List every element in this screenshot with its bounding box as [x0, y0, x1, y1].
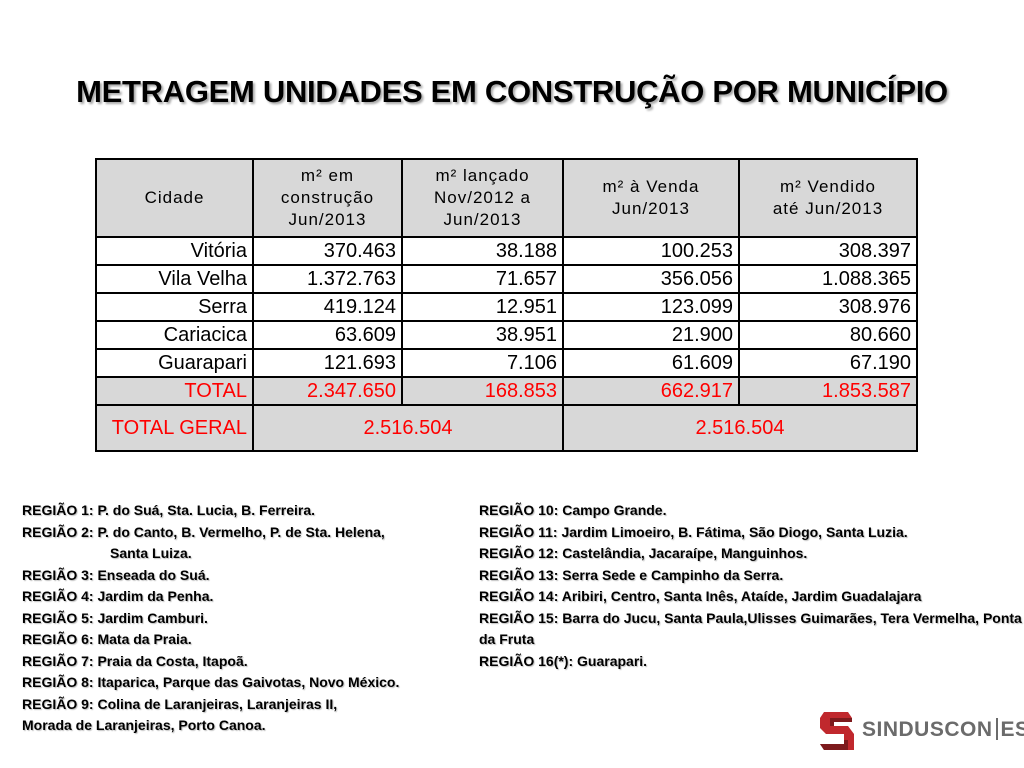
sinduscon-logo: SINDUSCON ES — [818, 708, 1024, 756]
city-cell: Vitória — [95, 236, 254, 266]
regions-left-list: REGIÃO 1: P. do Suá, Sta. Lucia, B. Ferr… — [22, 500, 502, 737]
header-under-construction: m² em construção Jun/2013 — [252, 158, 403, 238]
region-item: REGIÃO 7: Praia da Costa, Itapoã. — [22, 652, 248, 669]
header-city: Cidade — [95, 158, 254, 238]
header-for-sale: m² à Venda Jun/2013 — [562, 158, 740, 238]
value-cell: 308.976 — [738, 292, 918, 322]
value-cell: 121.693 — [252, 348, 403, 378]
value-cell: 38.188 — [401, 236, 564, 266]
region-item: REGIÃO 10: Campo Grande. — [479, 502, 667, 518]
region-item: REGIÃO 2: P. do Canto, B. Vermelho, P. d… — [22, 523, 385, 540]
region-item: REGIÃO 13: Serra Sede e Campinho da Serr… — [479, 566, 784, 583]
region-item: REGIÃO 15: Barra do Jucu, Santa Paula,Ul… — [479, 609, 1022, 648]
value-cell: 370.463 — [252, 236, 403, 266]
table-row: Cariacica 63.609 38.951 21.900 80.660 — [95, 320, 918, 350]
total-row: TOTAL 2.347.650 168.853 662.917 1.853.58… — [95, 376, 918, 406]
header-launched: m² lançado Nov/2012 a Jun/2013 — [401, 158, 564, 238]
logo-text: SINDUSCON ES — [862, 718, 1024, 741]
value-cell: 80.660 — [738, 320, 918, 350]
table-header-row: Cidade m² em construção Jun/2013 m² lanç… — [95, 158, 918, 238]
table-row: Vitória 370.463 38.188 100.253 308.397 — [95, 236, 918, 266]
region-item: REGIÃO 8: Itaparica, Parque das Gaivotas… — [22, 674, 400, 690]
total-label: TOTAL — [95, 376, 254, 406]
page-title: METRAGEM UNIDADES EM CONSTRUÇÃO POR MUNI… — [76, 74, 948, 109]
region-item: REGIÃO 3: Enseada do Suá. — [22, 566, 210, 583]
value-cell: 100.253 — [562, 236, 740, 266]
region-item-continuation: Santa Luiza. — [110, 545, 192, 561]
region-item: REGIÃO 6: Mata da Praia. — [22, 631, 192, 647]
region-item: REGIÃO 9: Colina de Laranjeiras, Laranje… — [22, 695, 338, 712]
value-cell: 419.124 — [252, 292, 403, 322]
region-item-continuation: Morada de Laranjeiras, Porto Canoa. — [22, 717, 266, 733]
total-value: 2.347.650 — [252, 376, 403, 406]
regions-right-list: REGIÃO 10: Campo Grande. REGIÃO 11: Jard… — [479, 500, 1024, 672]
value-cell: 21.900 — [562, 320, 740, 350]
region-item: REGIÃO 5: Jardim Camburi. — [22, 609, 208, 626]
header-sold: m² Vendido até Jun/2013 — [738, 158, 918, 238]
value-cell: 12.951 — [401, 292, 564, 322]
grand-total-label: TOTAL GERAL — [95, 404, 254, 452]
region-item: REGIÃO 16(*): Guarapari. — [479, 652, 648, 669]
grand-total-right: 2.516.504 — [562, 404, 918, 452]
value-cell: 1.088.365 — [738, 264, 918, 294]
total-value: 662.917 — [562, 376, 740, 406]
value-cell: 7.106 — [401, 348, 564, 378]
value-cell: 61.609 — [562, 348, 740, 378]
city-cell: Serra — [95, 292, 254, 322]
table-row: Serra 419.124 12.951 123.099 308.976 — [95, 292, 918, 322]
value-cell: 67.190 — [738, 348, 918, 378]
table-row: Guarapari 121.693 7.106 61.609 67.190 — [95, 348, 918, 378]
value-cell: 63.609 — [252, 320, 403, 350]
value-cell: 71.657 — [401, 264, 564, 294]
value-cell: 356.056 — [562, 264, 740, 294]
logo-separator — [995, 718, 998, 740]
value-cell: 1.372.763 — [252, 264, 403, 294]
region-item: REGIÃO 4: Jardim da Penha. — [22, 588, 214, 604]
sinduscon-logo-icon — [820, 712, 854, 750]
value-cell: 308.397 — [738, 236, 918, 266]
construction-table: Cidade m² em construção Jun/2013 m² lanç… — [95, 158, 918, 452]
grand-total-left: 2.516.504 — [252, 404, 564, 452]
table-row: Vila Velha 1.372.763 71.657 356.056 1.08… — [95, 264, 918, 294]
city-cell: Vila Velha — [95, 264, 254, 294]
city-cell: Cariacica — [95, 320, 254, 350]
total-value: 168.853 — [401, 376, 564, 406]
value-cell: 123.099 — [562, 292, 740, 322]
city-cell: Guarapari — [95, 348, 254, 378]
value-cell: 38.951 — [401, 320, 564, 350]
total-value: 1.853.587 — [738, 376, 918, 406]
region-item: REGIÃO 14: Aribiri, Centro, Santa Inês, … — [479, 588, 922, 604]
grand-total-row: TOTAL GERAL 2.516.504 2.516.504 — [95, 404, 918, 452]
region-item: REGIÃO 1: P. do Suá, Sta. Lucia, B. Ferr… — [22, 502, 316, 518]
region-item: REGIÃO 12: Castelândia, Jacaraípe, Mangu… — [479, 545, 808, 561]
region-item: REGIÃO 11: Jardim Limoeiro, B. Fátima, S… — [479, 523, 908, 540]
